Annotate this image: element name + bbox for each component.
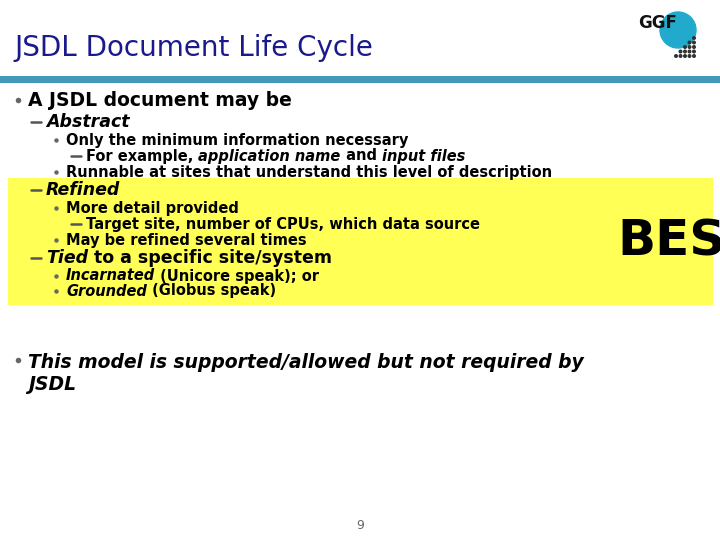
Text: May be refined several times: May be refined several times [66,233,307,247]
Circle shape [688,46,690,48]
Circle shape [684,46,686,48]
Text: GGF: GGF [639,14,678,32]
Text: and: and [341,148,382,164]
Text: Target site, number of CPUs, which data source: Target site, number of CPUs, which data … [86,217,480,232]
Text: application name: application name [199,148,341,164]
Bar [0,76,720,83]
Circle shape [688,55,690,57]
Circle shape [693,50,696,53]
Circle shape [684,55,686,57]
Text: This model is supported/allowed but not required by: This model is supported/allowed but not … [28,353,584,372]
Text: Incarnated: Incarnated [66,268,156,284]
Text: Runnable at sites that understand this level of description: Runnable at sites that understand this l… [66,165,552,179]
Text: 9: 9 [356,519,364,532]
Circle shape [693,46,696,48]
Text: For example,: For example, [86,148,199,164]
Text: Refined: Refined [46,181,120,199]
Text: Abstract: Abstract [46,113,130,131]
Text: BES: BES [618,218,720,266]
Text: Grounded: Grounded [66,284,147,299]
Text: More detail provided: More detail provided [66,200,239,215]
Bar [8,178,713,305]
Circle shape [679,55,682,57]
Text: JSDL Document Life Cycle: JSDL Document Life Cycle [14,34,373,62]
Circle shape [693,55,696,57]
Circle shape [675,55,678,57]
Text: Only the minimum information necessary: Only the minimum information necessary [66,132,408,147]
Text: JSDL: JSDL [28,375,76,395]
Text: A JSDL document may be: A JSDL document may be [28,91,292,110]
Circle shape [660,12,696,48]
Text: Tied: Tied [46,249,88,267]
Text: (Unicore speak); or: (Unicore speak); or [156,268,319,284]
Text: to a specific site/system: to a specific site/system [88,249,332,267]
Circle shape [688,41,690,44]
Circle shape [693,41,696,44]
Text: input files: input files [382,148,465,164]
Circle shape [688,50,690,53]
Circle shape [679,50,682,53]
Text: (Globus speak): (Globus speak) [147,284,276,299]
Circle shape [693,37,696,39]
Circle shape [684,50,686,53]
